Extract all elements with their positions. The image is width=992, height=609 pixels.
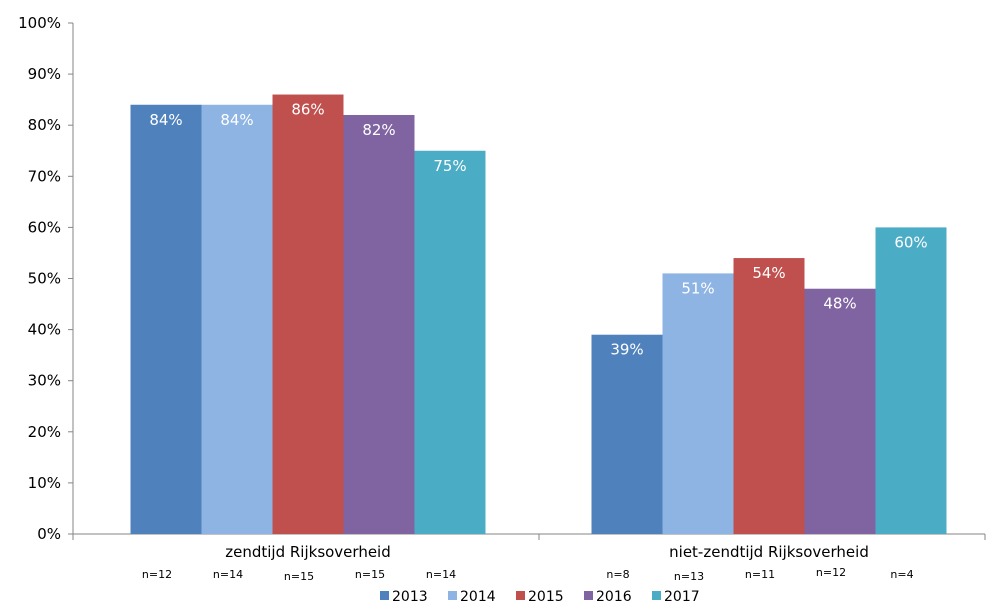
sample-size-labels: n=12 n=14 n=15 n=15 n=14 n=8 n=13 n=11 n=12 n=4 bbox=[142, 566, 914, 583]
sample-size-label: n=15 bbox=[284, 570, 314, 583]
legend-label: 2015 bbox=[528, 589, 564, 605]
bar-2016-0 bbox=[343, 114, 415, 534]
category-label: zendtijd Rijksoverheid bbox=[225, 543, 391, 561]
y-tick-label: 100% bbox=[18, 14, 61, 32]
sample-size-label: n=12 bbox=[816, 566, 846, 579]
bar-2015-1 bbox=[733, 258, 805, 534]
bar-2016-1 bbox=[804, 288, 876, 534]
y-tick-label: 70% bbox=[28, 167, 61, 185]
legend-label: 2017 bbox=[664, 589, 700, 605]
legend-swatch-2017 bbox=[652, 591, 661, 600]
sample-size-label: n=13 bbox=[674, 570, 704, 583]
data-label: 54% bbox=[752, 264, 785, 282]
data-label: 86% bbox=[291, 101, 324, 119]
y-tick-label: 40% bbox=[28, 321, 61, 339]
sample-size-label: n=15 bbox=[355, 568, 385, 581]
legend-label: 2016 bbox=[596, 589, 632, 605]
y-tick-label: 90% bbox=[28, 65, 61, 83]
legend-label: 2014 bbox=[460, 589, 496, 605]
data-label: 75% bbox=[433, 157, 466, 175]
bar-2017-1 bbox=[875, 227, 947, 534]
y-tick-label: 10% bbox=[28, 474, 61, 492]
category-labels: zendtijd Rijksoverheid niet-zendtijd Rijk… bbox=[225, 543, 869, 561]
bars bbox=[130, 94, 947, 534]
legend-swatch-2016 bbox=[584, 591, 593, 600]
legend-swatch-2015 bbox=[516, 591, 525, 600]
bar-2017-0 bbox=[414, 150, 486, 534]
legend-label: 2013 bbox=[392, 589, 428, 605]
data-label: 51% bbox=[681, 279, 714, 297]
sample-size-label: n=14 bbox=[213, 568, 243, 581]
bar-2014-0 bbox=[201, 104, 273, 534]
y-tick-label: 60% bbox=[28, 218, 61, 236]
y-tick-label: 80% bbox=[28, 116, 61, 134]
y-tick-label: 0% bbox=[37, 525, 61, 543]
axes: 0% 10% 20% 30% 40% 50% 60% 70% 80% 90% 100% bbox=[18, 14, 986, 543]
legend-swatch-2013 bbox=[380, 591, 389, 600]
data-label: 82% bbox=[362, 121, 395, 139]
sample-size-label: n=4 bbox=[890, 568, 913, 581]
data-labels: 84% 84% 86% 82% 75% 39% 51% 54% 48% 60% bbox=[149, 101, 927, 359]
bar-2013-1 bbox=[591, 334, 663, 534]
data-label: 48% bbox=[823, 295, 856, 313]
sample-size-label: n=14 bbox=[426, 568, 456, 581]
sample-size-label: n=8 bbox=[606, 568, 629, 581]
bar-2013-0 bbox=[130, 104, 202, 534]
sample-size-label: n=12 bbox=[142, 568, 172, 581]
y-tick-label: 30% bbox=[28, 372, 61, 390]
bar-2015-0 bbox=[272, 94, 344, 534]
legend: 2013 2014 2015 2016 2017 bbox=[380, 589, 700, 605]
bar-2014-1 bbox=[662, 273, 734, 534]
sample-size-label: n=11 bbox=[745, 568, 775, 581]
data-label: 39% bbox=[610, 341, 643, 359]
data-label: 60% bbox=[894, 233, 927, 251]
category-label: niet-zendtijd Rijksoverheid bbox=[669, 543, 869, 561]
data-label: 84% bbox=[220, 111, 253, 129]
y-tick-label: 20% bbox=[28, 423, 61, 441]
y-tick-label: 50% bbox=[28, 270, 61, 288]
data-label: 84% bbox=[149, 111, 182, 129]
legend-swatch-2014 bbox=[448, 591, 457, 600]
